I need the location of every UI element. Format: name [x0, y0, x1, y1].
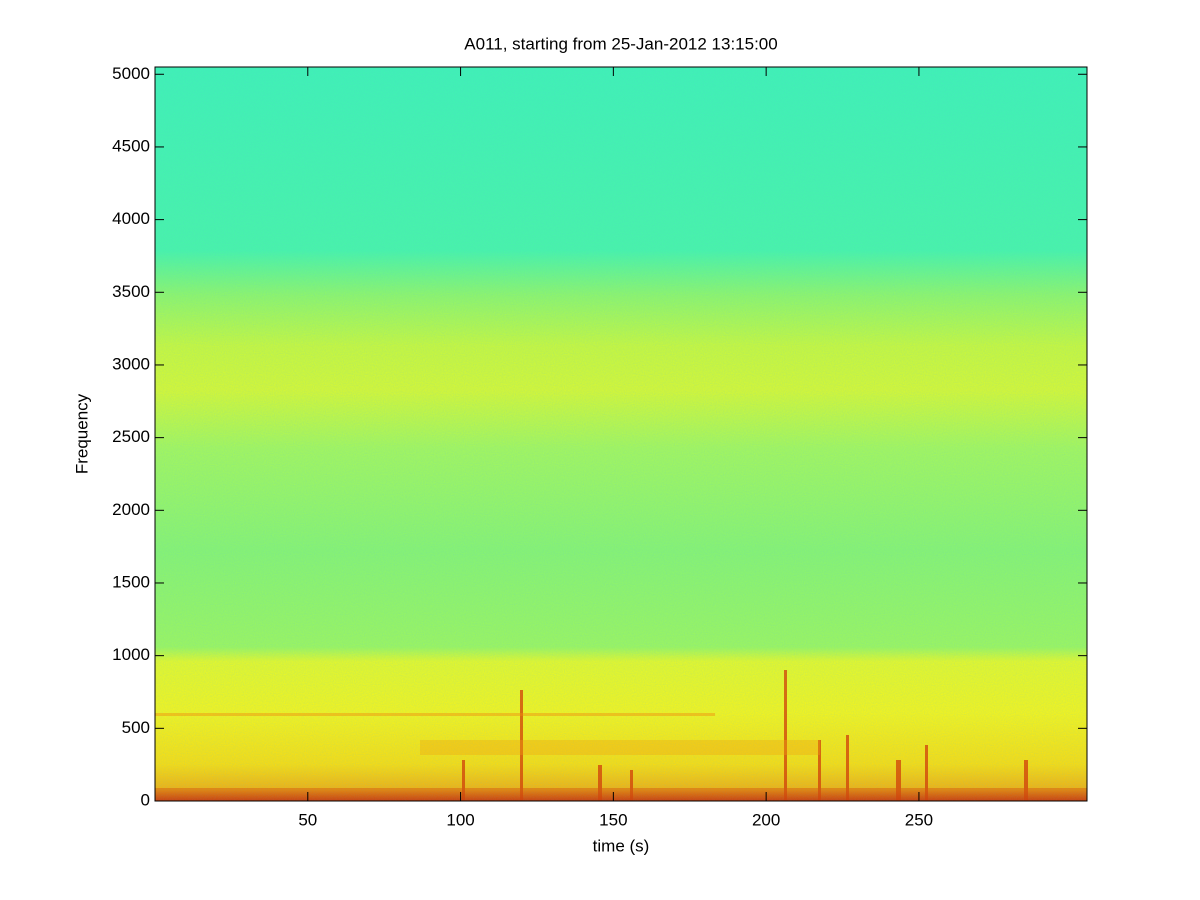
y-tick-label: 1000: [112, 645, 150, 664]
y-tick-label: 0: [141, 790, 150, 809]
y-tick-label: 1500: [112, 572, 150, 591]
axes-box: [154, 66, 1088, 802]
x-tick-label: 250: [905, 810, 933, 829]
y-tick-label: 2000: [112, 500, 150, 519]
x-tick-label: 200: [752, 810, 780, 829]
y-tick-label: 5000: [112, 64, 150, 83]
y-tick-label: 4000: [112, 209, 150, 228]
x-tick-label: 50: [298, 810, 317, 829]
y-axis-label: Frequency: [72, 393, 91, 474]
chart-title: A011, starting from 25-Jan-2012 13:15:00: [464, 34, 777, 53]
y-tick-label: 3500: [112, 282, 150, 301]
x-axis-label: time (s): [593, 836, 650, 855]
y-tick-label: 4500: [112, 136, 150, 155]
y-tick-label: 2500: [112, 427, 150, 446]
y-tick-label: 3000: [112, 354, 150, 373]
y-tick-label: 500: [122, 718, 150, 737]
x-tick-label: 150: [599, 810, 627, 829]
spectrogram-image: [155, 67, 1087, 801]
x-tick-label: 100: [446, 810, 474, 829]
